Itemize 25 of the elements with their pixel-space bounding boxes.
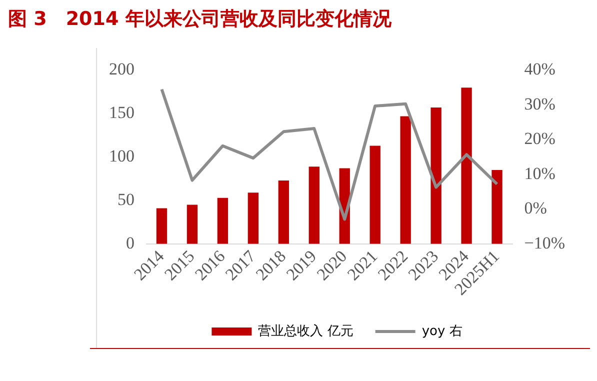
bar [400, 116, 411, 244]
legend-label: yoy 右 [422, 324, 462, 339]
bar [492, 170, 502, 244]
bar [430, 108, 442, 244]
y2-tick-label: 30% [524, 94, 556, 114]
bar [156, 208, 168, 244]
y2-tick-label: 20% [524, 129, 556, 148]
bar [278, 180, 289, 244]
bar [248, 192, 259, 244]
y-tick-label: 150 [109, 103, 134, 122]
y2-tick-label: −10% [524, 233, 565, 252]
chart-title: 图 3 2014 年以来公司营收及同比变化情况 [8, 7, 392, 32]
y-tick-label: 200 [109, 60, 134, 79]
bar [186, 204, 198, 244]
y2-tick-label: 10% [524, 164, 556, 183]
bar [370, 146, 380, 244]
bar [217, 198, 228, 244]
legend-label: 营业总收入 亿元 [258, 324, 354, 339]
y-tick-label: 100 [109, 146, 134, 166]
y-tick-label: 50 [118, 190, 134, 209]
y-tick-label: 0 [126, 233, 134, 252]
y2-tick-label: 40% [524, 60, 556, 79]
bar [461, 88, 472, 244]
y2-tick-label: 0% [524, 198, 547, 218]
bar [308, 166, 320, 244]
